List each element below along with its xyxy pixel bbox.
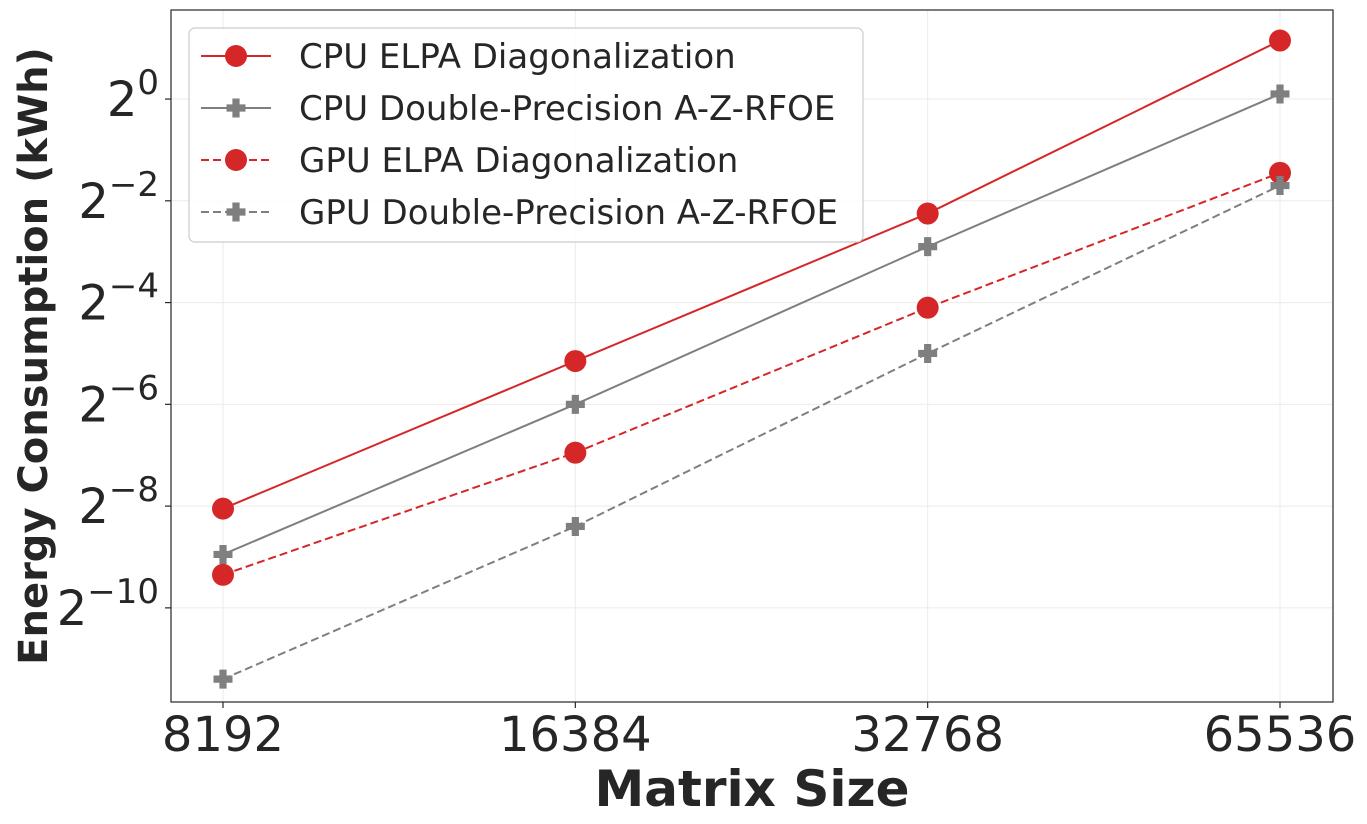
data-point <box>916 202 939 225</box>
data-point <box>212 497 234 520</box>
y-tick-label: 2−4 <box>78 267 159 332</box>
legend-entry-1: CPU ELPA Diagonalization <box>201 37 736 77</box>
data-point <box>565 394 585 414</box>
legend: CPU ELPA Diagonalization CPU Double-Preci… <box>188 27 864 243</box>
series-line <box>222 39 1281 510</box>
y-tick-label: 20 <box>107 63 159 128</box>
data-point <box>1270 176 1290 196</box>
series-line <box>222 93 1281 556</box>
legend-label: CPU ELPA Diagonalization <box>299 37 736 77</box>
series-4 <box>213 176 1290 689</box>
y-axis-ticks: 20 2−2 2−4 2−6 2−8 2−10 <box>57 63 171 637</box>
data-point <box>918 237 938 257</box>
y-tick-label: 2−6 <box>78 368 159 433</box>
legend-entry-3: GPU ELPA Diagonalization <box>201 141 738 181</box>
x-tick-label: 8192 <box>162 707 284 763</box>
data-point <box>1269 161 1291 184</box>
x-tick-label: 16384 <box>499 707 652 763</box>
legend-marker <box>225 45 247 67</box>
series-line <box>222 184 1281 681</box>
x-axis-ticks: 8192 16384 32768 65536 <box>162 702 1356 763</box>
x-tick-label: 65536 <box>1204 707 1357 763</box>
data-point <box>1269 29 1291 52</box>
data-point <box>916 296 939 319</box>
series-layer <box>212 29 1291 689</box>
legend-label: GPU ELPA Diagonalization <box>299 141 738 181</box>
series-2 <box>213 84 1290 564</box>
x-tick-label: 32768 <box>851 707 1004 763</box>
data-point <box>212 563 234 586</box>
legend-label: CPU Double-Precision A-Z-RFOE <box>299 89 835 129</box>
data-point <box>1270 84 1290 104</box>
plot-area-frame <box>170 9 1334 703</box>
legend-marker <box>226 98 246 118</box>
y-tick-label: 2−2 <box>78 165 159 230</box>
legend-label: GPU Double-Precision A-Z-RFOE <box>299 193 838 233</box>
data-point <box>213 669 233 689</box>
legend-entry-4: GPU Double-Precision A-Z-RFOE <box>201 193 838 233</box>
data-point <box>213 544 233 564</box>
data-point <box>918 343 938 363</box>
legend-marker <box>225 149 247 171</box>
y-axis-title: Energy Consumption (kWh) <box>11 47 57 665</box>
legend-marker <box>226 202 246 222</box>
legend-entry-2: CPU Double-Precision A-Z-RFOE <box>201 89 835 129</box>
series-line <box>222 171 1281 576</box>
y-tick-label: 2−10 <box>57 572 159 637</box>
data-point <box>565 516 585 536</box>
series-1 <box>212 29 1291 520</box>
data-point <box>564 350 587 373</box>
y-tick-label: 2−8 <box>78 470 159 535</box>
x-axis-title: Matrix Size <box>594 760 909 818</box>
series-3 <box>212 161 1291 586</box>
data-point <box>564 441 587 464</box>
legend-box <box>188 27 864 243</box>
